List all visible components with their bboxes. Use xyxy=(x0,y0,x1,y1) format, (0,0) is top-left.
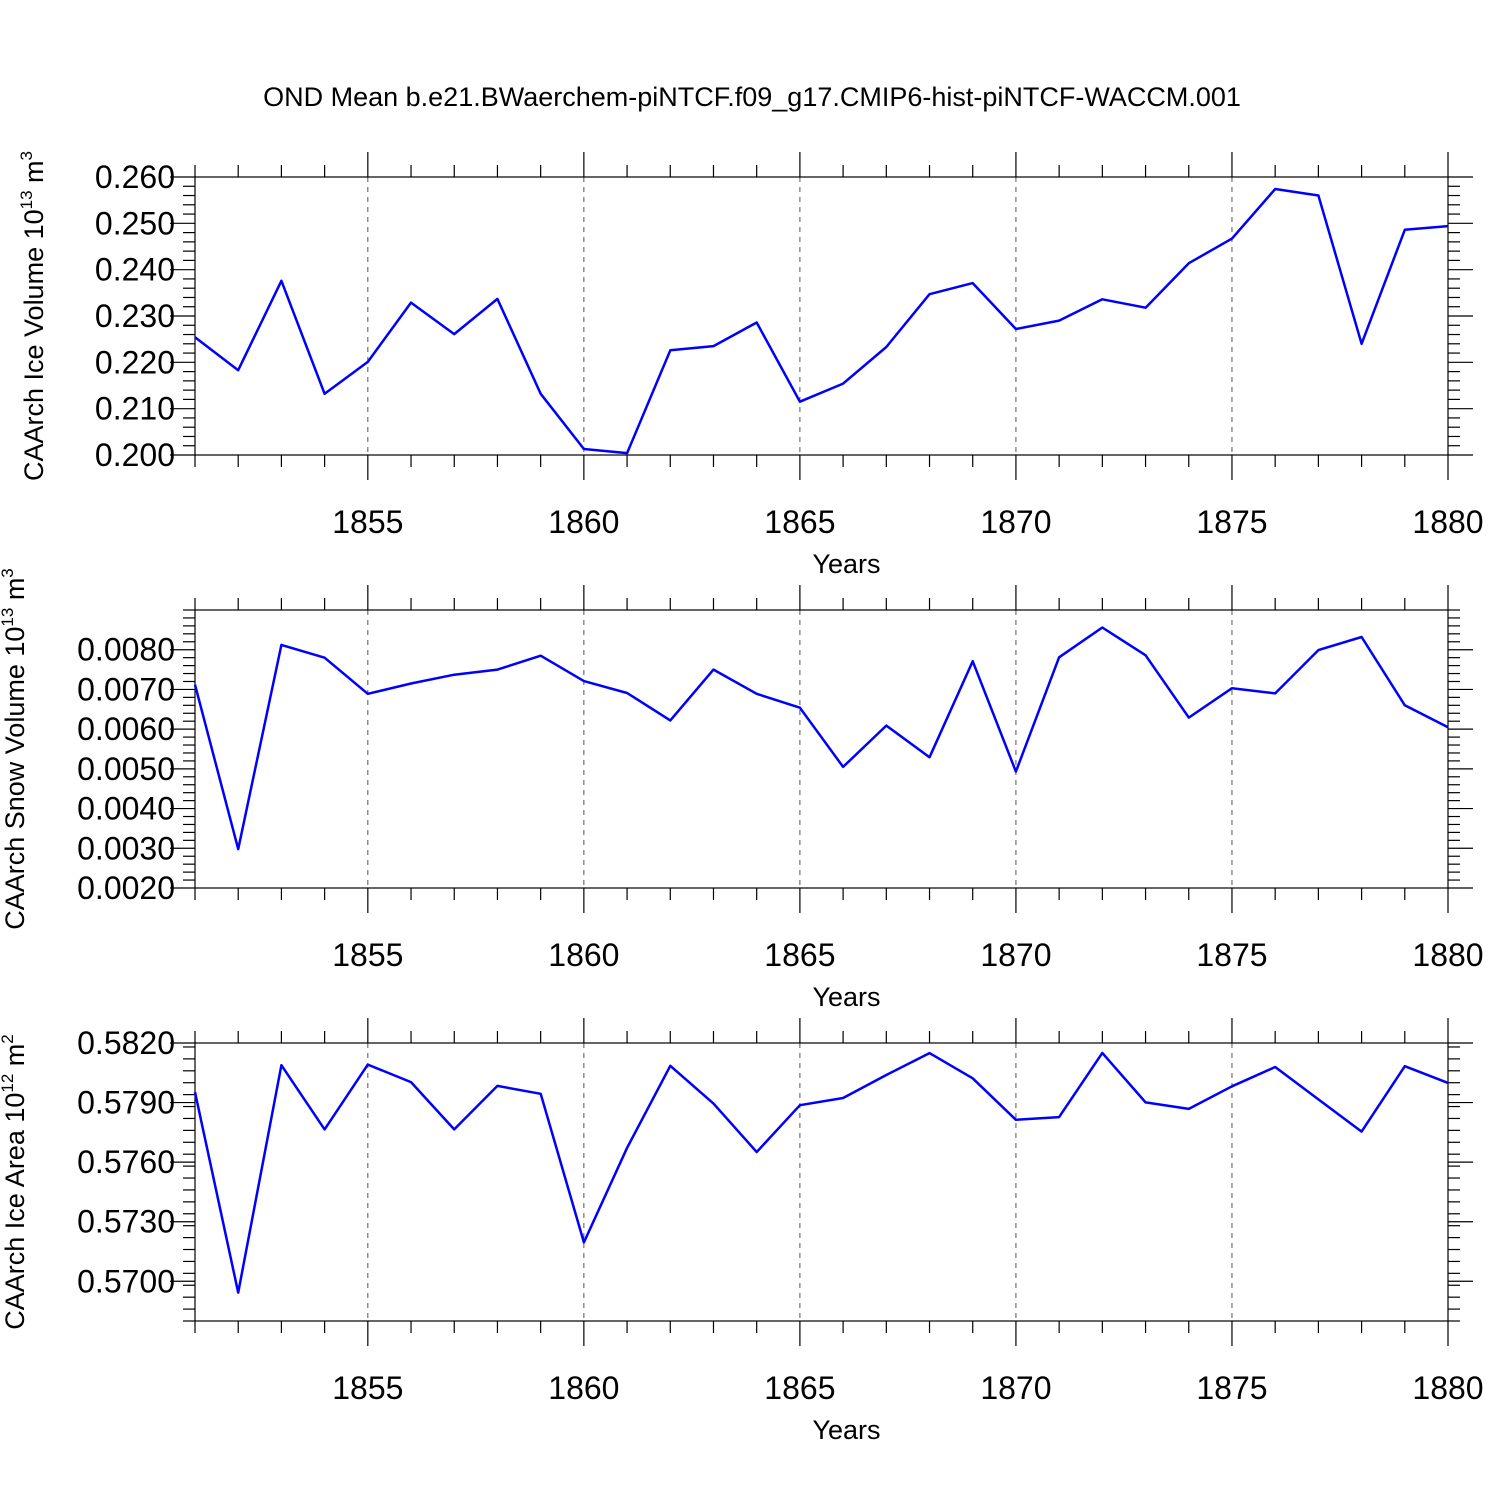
y-tick-label: 0.200 xyxy=(95,437,175,473)
y-tick-label: 0.0020 xyxy=(77,870,175,906)
y-tick-label: 0.5730 xyxy=(77,1204,175,1240)
y-tick-label: 0.0080 xyxy=(77,632,175,668)
y-tick-label: 0.210 xyxy=(95,391,175,427)
y-tick-label: 0.0050 xyxy=(77,751,175,787)
plot-frame xyxy=(194,176,1449,456)
plot-frame xyxy=(194,609,1449,889)
y-axis-label-superscript: 13 xyxy=(0,608,17,627)
x-tick-label: 1860 xyxy=(548,937,619,973)
y-tick-label: 0.0070 xyxy=(77,671,175,707)
y-axis-label-text: CAArch Ice Volume 10 xyxy=(19,209,49,481)
y-axis-label-text: CAArch Snow Volume 10 xyxy=(0,627,30,930)
y-tick-label: 0.5760 xyxy=(77,1144,175,1180)
chart-panels: 0.200 0.210 0.220 0.230 0.240 0.250 0.260 1855 1… xyxy=(0,151,1484,1445)
y-tick-label: 0.0060 xyxy=(77,711,175,747)
x-tick-label: 1875 xyxy=(1196,937,1267,973)
chart-panel-3: 0.5700 0.5730 0.5760 0.5790 0.5820 1855 1860 18… xyxy=(0,1018,1484,1445)
x-axis-label: Years xyxy=(812,1415,880,1445)
chart-title: OND Mean b.e21.BWaerchem-piNTCF.f09_g17.… xyxy=(263,82,1241,112)
x-tick-label: 1855 xyxy=(332,1370,403,1406)
x-tick-label: 1860 xyxy=(548,1370,619,1406)
y-axis-label-text: m xyxy=(0,1044,30,1074)
x-axis-label: Years xyxy=(812,549,880,579)
y-axis-label: CAArch Ice Volume 1013 m3 xyxy=(17,151,49,481)
y-tick-label: 0.220 xyxy=(95,344,175,380)
y-axis-label-text: CAArch Ice Area 10 xyxy=(0,1093,30,1330)
y-tick-label: 0.5820 xyxy=(77,1025,175,1061)
y-axis-label: CAArch Snow Volume 1013 m3 xyxy=(0,568,30,930)
x-tick-label: 1870 xyxy=(980,504,1051,540)
x-tick-label: 1865 xyxy=(764,1370,835,1406)
chart-panel-1: 0.200 0.210 0.220 0.230 0.240 0.250 0.260 1855 1… xyxy=(17,151,1484,579)
x-tick-label: 1870 xyxy=(980,1370,1051,1406)
y-tick-label: 0.260 xyxy=(95,159,175,195)
y-axis-label-superscript: 3 xyxy=(0,568,17,577)
series-line xyxy=(193,626,1449,851)
x-tick-label: 1865 xyxy=(764,504,835,540)
x-tick-label: 1870 xyxy=(980,937,1051,973)
y-tick-label: 0.0030 xyxy=(77,830,175,866)
y-axis-label-superscript: 12 xyxy=(0,1074,17,1093)
series-line xyxy=(193,1051,1449,1294)
series-line xyxy=(194,187,1449,455)
y-axis-label-superscript: 13 xyxy=(17,190,36,209)
y-tick-label: 0.240 xyxy=(95,252,175,288)
plot-frame xyxy=(194,1042,1449,1322)
x-tick-label: 1880 xyxy=(1412,1370,1483,1406)
x-tick-label: 1875 xyxy=(1196,1370,1267,1406)
y-tick-label: 0.0040 xyxy=(77,791,175,827)
y-axis-label-superscript: 2 xyxy=(0,1034,17,1043)
y-tick-label: 0.5790 xyxy=(77,1085,175,1121)
x-tick-label: 1865 xyxy=(764,937,835,973)
x-tick-label: 1880 xyxy=(1412,504,1483,540)
y-axis-label: CAArch Ice Area 1012 m2 xyxy=(0,1034,30,1330)
y-tick-label: 0.230 xyxy=(95,298,175,334)
x-tick-label: 1855 xyxy=(332,937,403,973)
y-axis-label-text: m xyxy=(19,160,49,190)
x-tick-label: 1855 xyxy=(332,504,403,540)
y-tick-label: 0.5700 xyxy=(77,1263,175,1299)
x-tick-label: 1875 xyxy=(1196,504,1267,540)
y-tick-label: 0.250 xyxy=(95,205,175,241)
y-axis-label-text: m xyxy=(0,578,30,608)
x-axis-label: Years xyxy=(812,982,880,1012)
x-tick-label: 1860 xyxy=(548,504,619,540)
x-tick-label: 1880 xyxy=(1412,937,1483,973)
y-axis-label-superscript: 3 xyxy=(17,151,36,160)
